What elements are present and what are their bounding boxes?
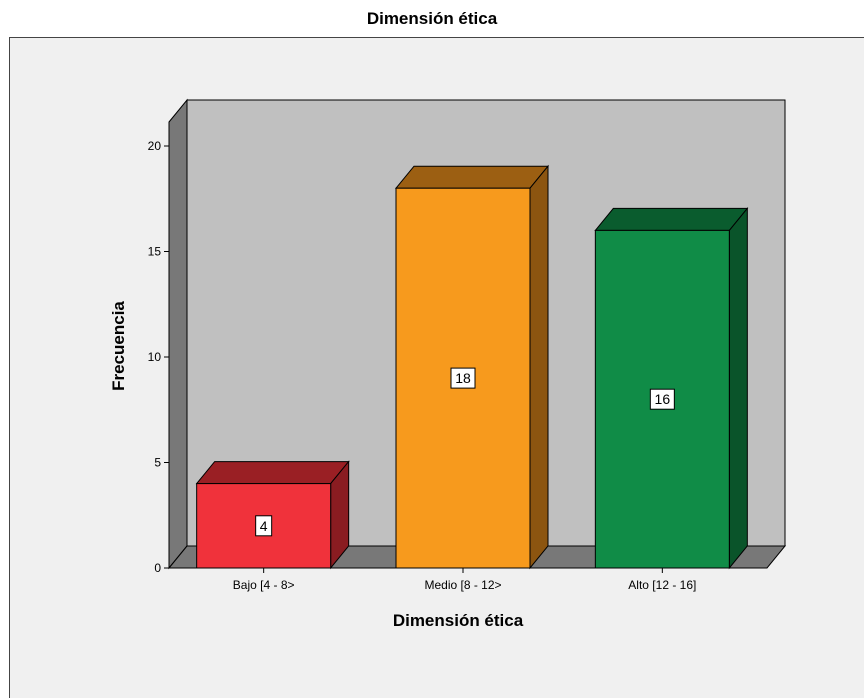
- y-axis-title: Frecuencia: [109, 301, 128, 391]
- x-tick-label: Alto [12 - 16]: [628, 578, 696, 592]
- plot-side-wall: [168, 98, 188, 570]
- y-tick-label: 5: [154, 456, 161, 470]
- x-axis-title: Dimensión ética: [393, 611, 524, 630]
- data-label: 16: [655, 391, 671, 407]
- y-tick-label: 15: [148, 245, 162, 259]
- data-label-box: [649, 388, 675, 410]
- x-tick-label: Medio [8 - 12>: [424, 578, 501, 592]
- y-tick-label: 10: [148, 350, 162, 364]
- data-label-box: [450, 367, 476, 389]
- bar-top-face: [195, 461, 350, 485]
- bar-side-face: [529, 164, 549, 570]
- bar-side-face: [728, 206, 748, 570]
- data-label: 4: [260, 518, 268, 534]
- bar-top-face: [394, 165, 550, 189]
- y-tick-label: 0: [154, 561, 161, 575]
- data-label-box: [255, 515, 273, 537]
- data-label: 18: [455, 370, 471, 386]
- x-tick-label: Bajo [4 - 8>: [233, 578, 295, 592]
- chart-title: Dimensión ética: [366, 9, 498, 28]
- y-tick-label: 20: [148, 139, 162, 153]
- bar-top-face: [594, 207, 749, 231]
